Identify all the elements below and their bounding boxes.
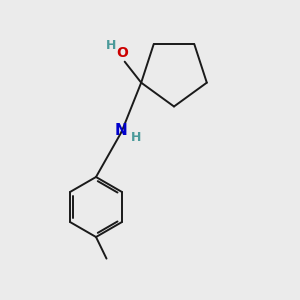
Text: H: H xyxy=(106,39,116,52)
Text: N: N xyxy=(115,123,128,138)
Text: O: O xyxy=(116,46,128,60)
Text: H: H xyxy=(131,131,142,144)
